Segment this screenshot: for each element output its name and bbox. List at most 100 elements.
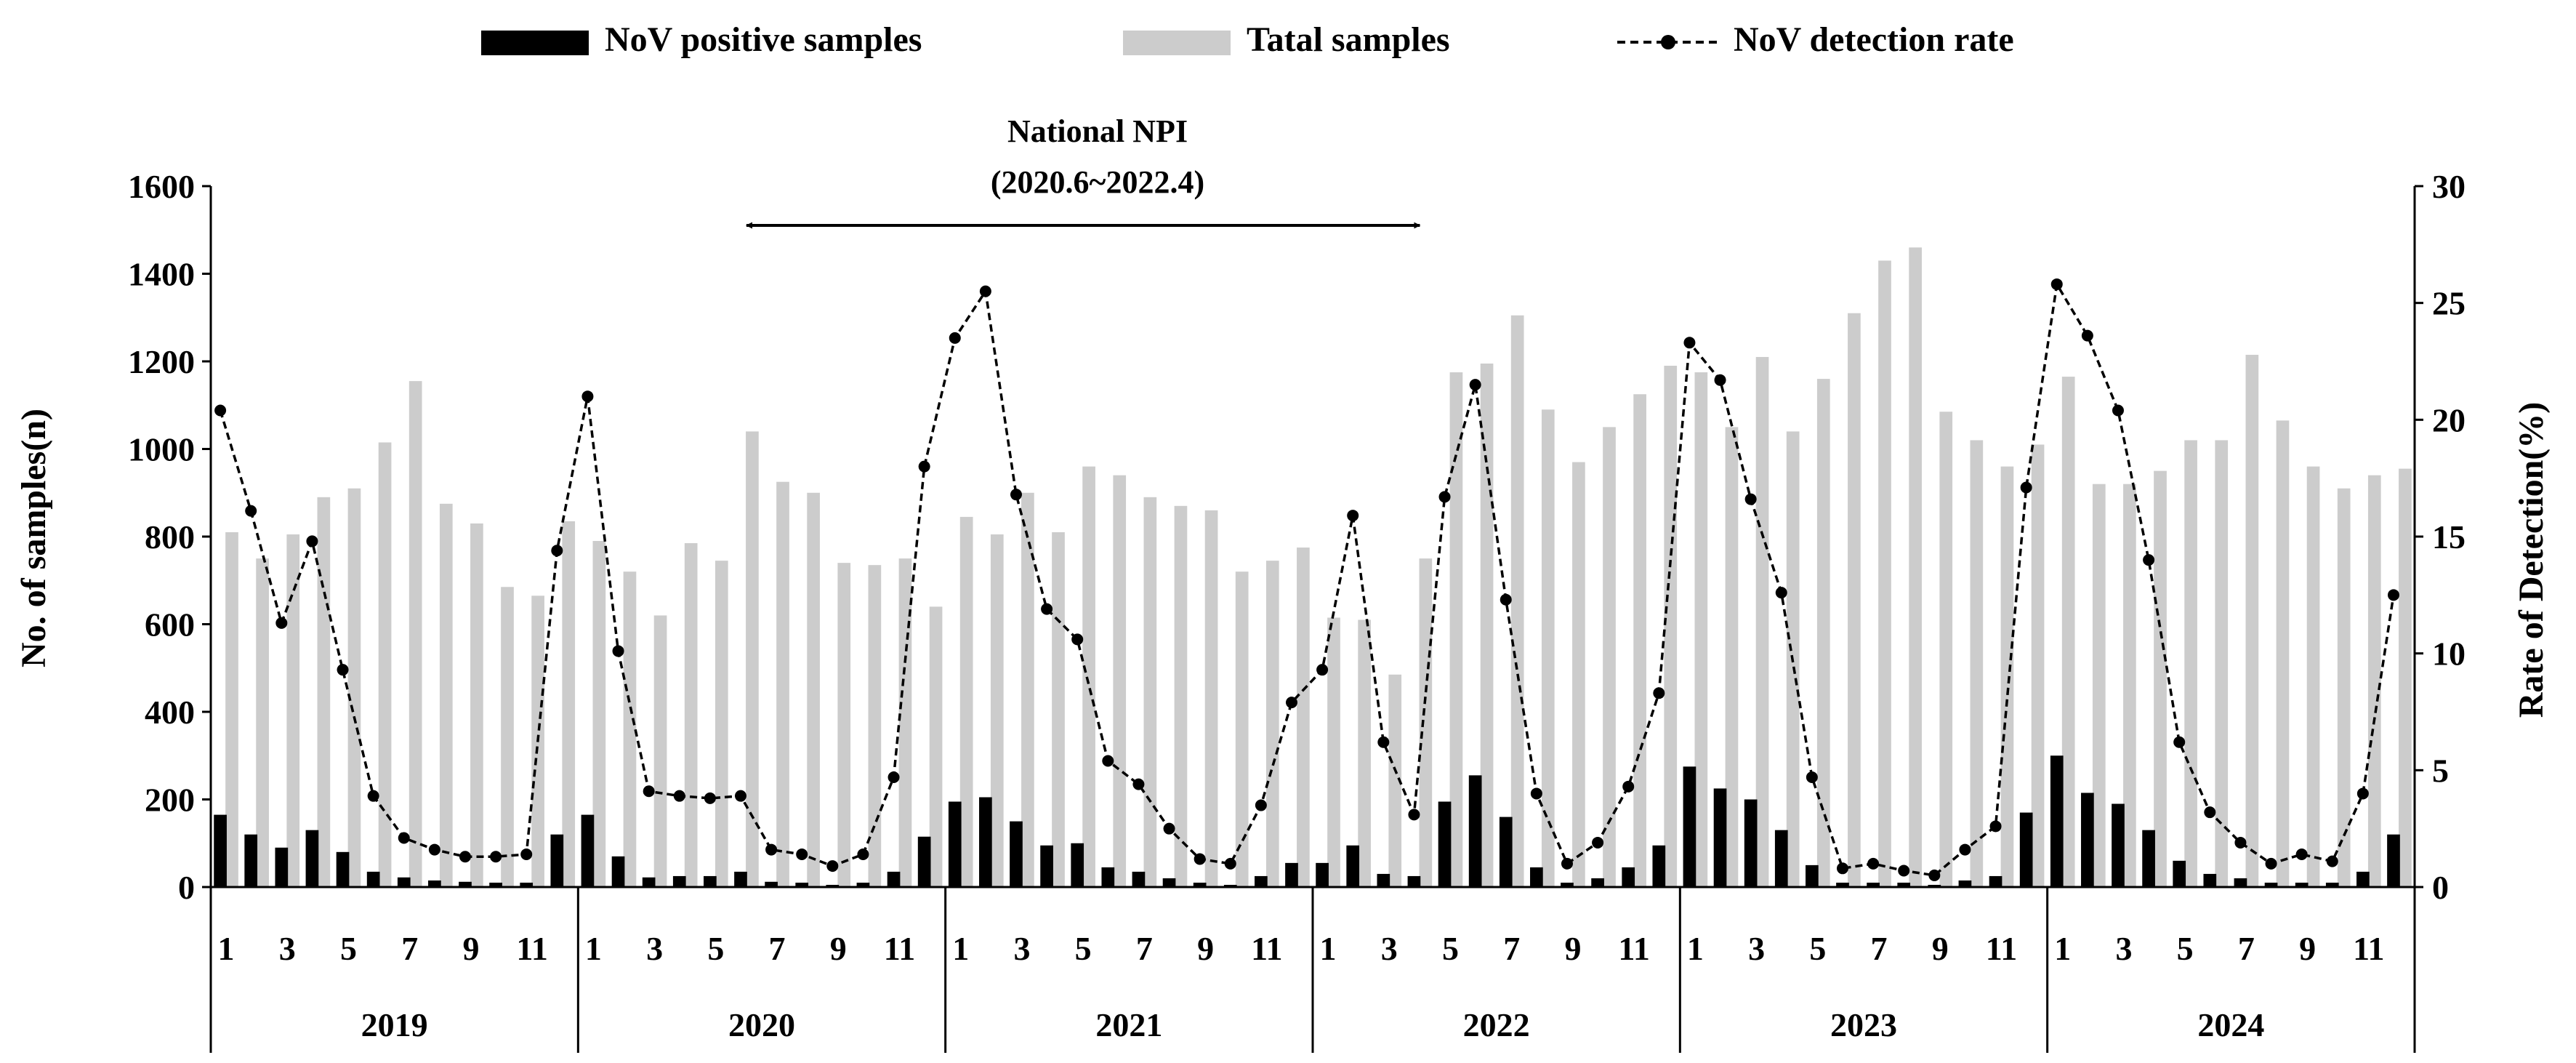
bar-positive [581,814,595,887]
month-tick-label: 5 [1442,930,1459,967]
rate-point [1224,857,1236,870]
rate-point [1806,771,1818,783]
rate-point [1041,603,1053,615]
npi-label: National NPI [1007,113,1188,149]
rate-point [643,785,655,798]
bar-total [2031,444,2045,887]
month-tick-label: 7 [1871,930,1888,967]
y-axis-right: 0 5 10 15 20 25 30 [2413,168,2466,906]
bar-total [1327,617,1340,887]
bar-positive [1561,882,1574,887]
rate-point [734,790,746,802]
bar-positive [1223,884,1237,887]
rate-point [1010,489,1022,501]
month-tick-label: 11 [1251,930,1282,967]
bar-total [807,492,820,887]
bar-total [1449,372,1463,887]
bar-positive [1316,862,1329,887]
month-tick-label: 9 [1197,930,1214,967]
bar-total [378,442,392,887]
rate-point [1714,374,1726,386]
bar-total [2337,488,2351,887]
bar-total [562,521,576,887]
y-tick-label: 0 [178,869,195,906]
bar-positive [1744,799,1758,887]
bar-total [286,534,300,887]
bar-total [1174,505,1188,887]
rate-point [2265,857,2277,870]
year-label: 2023 [1830,1006,1897,1043]
rate-point [1867,857,1880,870]
rate-point [1775,587,1787,599]
rate-point [1347,510,1359,522]
bar-total [2276,420,2290,887]
bar-total [225,532,238,887]
rate-point [887,771,900,783]
month-tick-label: 3 [1013,930,1030,967]
month-tick-label: 1 [218,930,235,967]
bar-positive [2325,882,2339,887]
month-tick-label: 3 [1748,930,1765,967]
rate-point [612,645,624,657]
bar-positive [1438,801,1452,887]
bar-positive [1162,878,1176,887]
month-tick-label: 11 [1618,930,1649,967]
month-tick-label: 9 [1564,930,1581,967]
month-tick-label: 7 [2238,930,2255,967]
month-tick-label: 11 [2353,930,2384,967]
bar-positive [1468,775,1482,887]
month-tick-label: 7 [401,930,418,967]
y-axis-left: 0 200 400 600 800 1000 1200 1400 1600 [128,168,212,906]
rate-point [796,849,808,861]
bar-positive [366,871,380,887]
series-positive-samples [214,755,2400,887]
bar-total [990,534,1004,887]
bar-positive [2112,803,2125,887]
bar-total [2399,468,2412,887]
rate-point [2204,806,2216,819]
bar-positive [1193,882,1207,887]
rate-point [306,535,318,547]
month-tick-label: 7 [769,930,786,967]
y2-tick-label: 30 [2432,168,2466,205]
bar-positive [1040,845,1053,887]
bar-positive [948,801,962,887]
bar-positive [1774,830,1788,887]
bar-positive [2019,812,2033,887]
bar-positive [1958,880,1972,887]
rate-point [398,832,410,844]
bar-total [2245,354,2259,887]
rate-point [1530,787,1542,800]
y2-tick-label: 25 [2432,285,2466,322]
bar-positive [2295,882,2309,887]
bar-positive [1377,873,1390,887]
month-tick-label: 9 [1932,930,1949,967]
month-tick-label: 5 [1075,930,1092,967]
year-label: 2024 [2197,1006,2264,1043]
rate-point [490,851,502,863]
bar-positive [550,834,564,887]
rate-point [275,617,288,629]
rate-point [2295,849,2308,861]
rate-point [1194,853,1206,865]
rate-point [214,404,227,417]
y2-tick-label: 15 [2432,518,2466,555]
rate-point [581,390,594,403]
bar-total [1664,366,1678,887]
bar-total [898,558,912,887]
bar-total [2306,466,2320,887]
rate-point [673,790,685,802]
bar-total [959,516,973,887]
bar-positive [428,880,441,887]
bar-positive [1836,882,1849,887]
month-tick-label: 11 [1986,930,2017,967]
rate-point [1500,593,1512,606]
rate-point [1653,687,1665,699]
month-tick-label: 5 [707,930,724,967]
month-tick-label: 3 [646,930,663,967]
bar-total [1909,247,1922,888]
bar-total [1939,412,1953,887]
bar-positive [765,881,778,887]
bar-total [2123,484,2136,887]
